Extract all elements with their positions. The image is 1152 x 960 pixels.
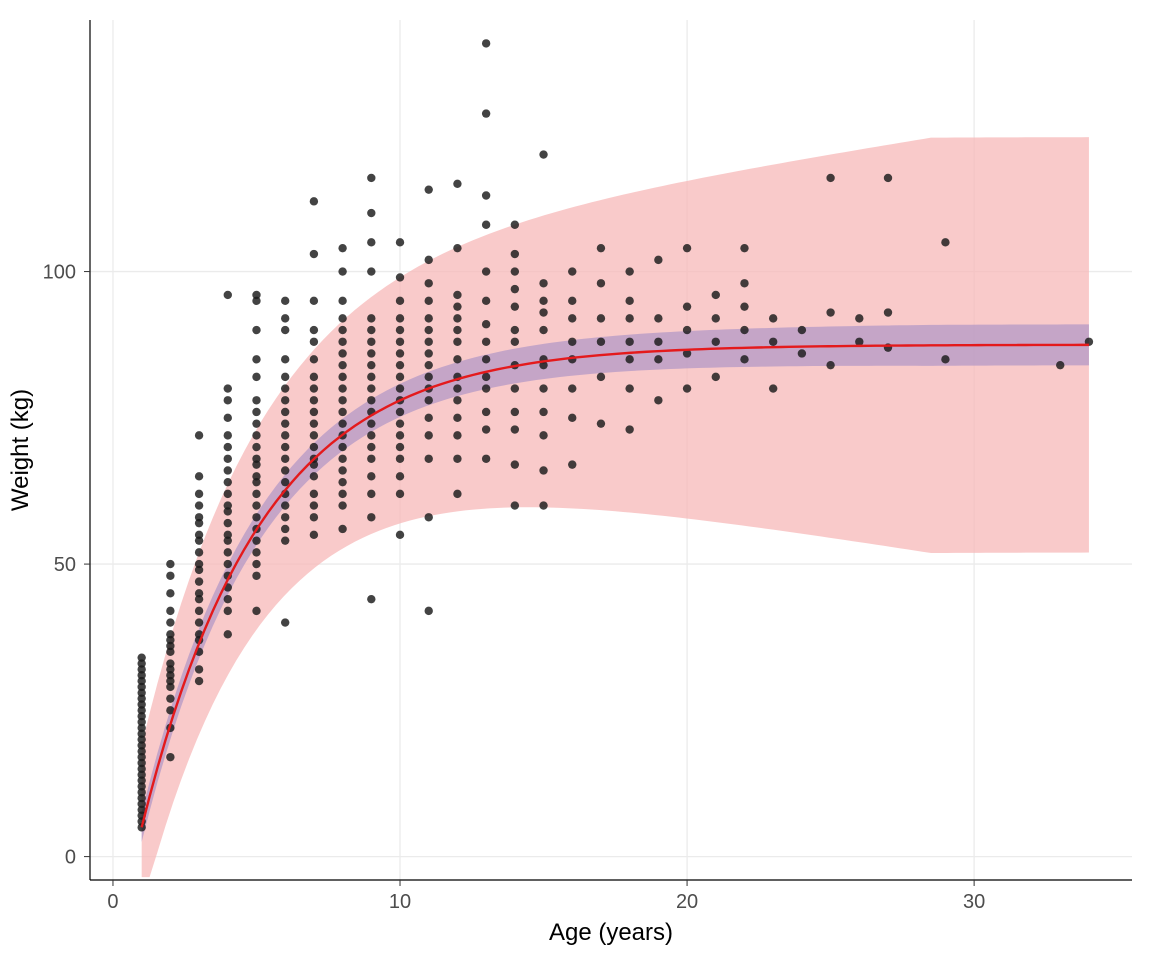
x-tick-label: 0 <box>107 891 118 913</box>
y-tick-label: 100 <box>43 262 76 284</box>
y-tick-label: 0 <box>65 847 76 869</box>
x-tick-label: 20 <box>676 891 698 913</box>
y-axis-title: Weight (kg) <box>7 389 34 511</box>
weight-age-chart: 0 10 20 30 0 50 100 Age (years) Weight (kg) <box>0 0 1152 960</box>
y-tick-label: 50 <box>54 554 76 576</box>
x-tick-label: 30 <box>963 891 985 913</box>
x-axis-title: Age (years) <box>549 919 673 946</box>
x-tick-label: 10 <box>389 891 411 913</box>
chart-svg: 0 10 20 30 0 50 100 Age (years) Weight (kg) <box>0 0 1152 960</box>
